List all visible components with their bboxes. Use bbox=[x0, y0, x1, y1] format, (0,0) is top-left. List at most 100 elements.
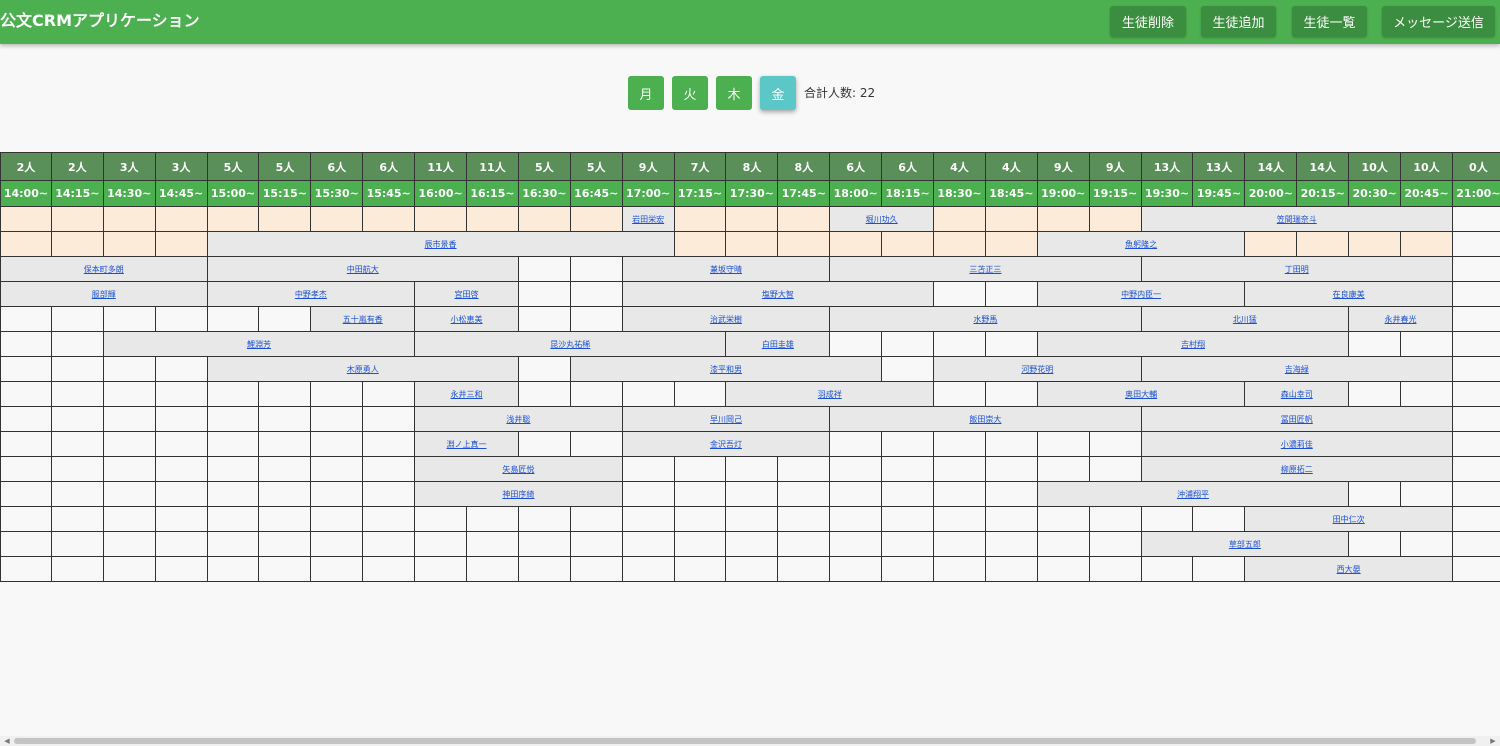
empty-slot[interactable] bbox=[155, 357, 208, 382]
empty-slot[interactable] bbox=[882, 432, 935, 457]
student-link[interactable]: 奥田大輔 bbox=[1125, 389, 1158, 399]
empty-slot[interactable] bbox=[674, 382, 727, 407]
empty-slot[interactable] bbox=[830, 432, 883, 457]
student-link[interactable]: 中野孝杰 bbox=[294, 289, 327, 299]
empty-slot[interactable] bbox=[1349, 482, 1402, 507]
empty-slot[interactable] bbox=[778, 457, 831, 482]
empty-slot[interactable] bbox=[103, 407, 156, 432]
empty-slot[interactable] bbox=[622, 532, 675, 557]
empty-slot[interactable] bbox=[363, 382, 416, 407]
empty-slot[interactable] bbox=[934, 232, 986, 257]
empty-slot[interactable] bbox=[830, 482, 883, 507]
empty-slot[interactable] bbox=[467, 207, 519, 232]
student-link[interactable]: 矢島匠悦 bbox=[502, 464, 535, 474]
empty-slot[interactable] bbox=[207, 407, 260, 432]
scroll-right-arrow-icon[interactable]: ▶ bbox=[1490, 737, 1496, 745]
empty-slot[interactable] bbox=[259, 457, 312, 482]
empty-slot[interactable] bbox=[363, 457, 416, 482]
empty-slot[interactable] bbox=[467, 557, 519, 582]
empty-slot[interactable] bbox=[1297, 232, 1350, 257]
empty-slot[interactable] bbox=[778, 532, 831, 557]
empty-slot[interactable] bbox=[155, 507, 208, 532]
empty-slot[interactable] bbox=[830, 557, 883, 582]
student-link[interactable]: 服部輝 bbox=[91, 289, 116, 299]
day-button-tue[interactable]: 火 bbox=[672, 76, 708, 110]
empty-slot[interactable] bbox=[1089, 457, 1142, 482]
empty-slot[interactable] bbox=[1089, 507, 1142, 532]
empty-slot[interactable] bbox=[51, 332, 104, 357]
empty-slot[interactable] bbox=[934, 282, 986, 307]
student-link[interactable]: 白田圭雄 bbox=[761, 339, 794, 349]
empty-slot[interactable] bbox=[674, 457, 727, 482]
empty-slot[interactable] bbox=[363, 432, 416, 457]
empty-slot[interactable] bbox=[985, 382, 1038, 407]
empty-slot[interactable] bbox=[155, 207, 208, 232]
empty-slot[interactable] bbox=[207, 207, 260, 232]
empty-slot[interactable] bbox=[1452, 232, 1500, 257]
empty-slot[interactable] bbox=[570, 557, 623, 582]
empty-slot[interactable] bbox=[1037, 557, 1090, 582]
empty-slot[interactable] bbox=[934, 207, 986, 232]
empty-slot[interactable] bbox=[103, 532, 156, 557]
student-link[interactable]: 中田航大 bbox=[346, 264, 379, 274]
empty-slot[interactable] bbox=[207, 532, 260, 557]
student-link[interactable]: 保本町多朗 bbox=[83, 264, 124, 274]
empty-slot[interactable] bbox=[1452, 457, 1500, 482]
empty-slot[interactable] bbox=[1452, 307, 1500, 332]
empty-slot[interactable] bbox=[259, 407, 312, 432]
empty-slot[interactable] bbox=[518, 307, 571, 332]
student-link[interactable]: 五十嵐有香 bbox=[342, 314, 383, 324]
empty-slot[interactable] bbox=[518, 282, 571, 307]
empty-slot[interactable] bbox=[1037, 457, 1090, 482]
empty-slot[interactable] bbox=[882, 532, 935, 557]
empty-slot[interactable] bbox=[674, 557, 727, 582]
empty-slot[interactable] bbox=[934, 382, 986, 407]
empty-slot[interactable] bbox=[985, 457, 1038, 482]
empty-slot[interactable] bbox=[934, 457, 986, 482]
empty-slot[interactable] bbox=[1141, 507, 1194, 532]
empty-slot[interactable] bbox=[985, 232, 1038, 257]
empty-slot[interactable] bbox=[311, 532, 364, 557]
empty-slot[interactable] bbox=[311, 482, 364, 507]
scrollbar-thumb[interactable] bbox=[14, 738, 1476, 744]
empty-slot[interactable] bbox=[934, 332, 986, 357]
day-button-fri[interactable]: 金 bbox=[760, 76, 796, 110]
empty-slot[interactable] bbox=[363, 507, 416, 532]
empty-slot[interactable] bbox=[0, 482, 52, 507]
empty-slot[interactable] bbox=[259, 207, 312, 232]
empty-slot[interactable] bbox=[726, 232, 779, 257]
empty-slot[interactable] bbox=[830, 507, 883, 532]
empty-slot[interactable] bbox=[363, 532, 416, 557]
student-link[interactable]: 昆沙丸祐稀 bbox=[550, 339, 591, 349]
empty-slot[interactable] bbox=[155, 482, 208, 507]
empty-slot[interactable] bbox=[622, 507, 675, 532]
add-student-button[interactable]: 生徒追加 bbox=[1201, 6, 1276, 37]
empty-slot[interactable] bbox=[207, 432, 260, 457]
empty-slot[interactable] bbox=[155, 432, 208, 457]
empty-slot[interactable] bbox=[103, 307, 156, 332]
student-link[interactable]: 小松恵美 bbox=[450, 314, 483, 324]
empty-slot[interactable] bbox=[259, 307, 312, 332]
student-link[interactable]: 河野花明 bbox=[1021, 364, 1054, 374]
empty-slot[interactable] bbox=[207, 557, 260, 582]
empty-slot[interactable] bbox=[103, 232, 156, 257]
empty-slot[interactable] bbox=[1452, 257, 1500, 282]
empty-slot[interactable] bbox=[311, 507, 364, 532]
student-link[interactable]: 木原勇人 bbox=[346, 364, 379, 374]
empty-slot[interactable] bbox=[1452, 207, 1500, 232]
scroll-left-arrow-icon[interactable]: ◀ bbox=[4, 737, 10, 745]
empty-slot[interactable] bbox=[51, 557, 104, 582]
student-link[interactable]: 永井春光 bbox=[1384, 314, 1417, 324]
empty-slot[interactable] bbox=[103, 557, 156, 582]
empty-slot[interactable] bbox=[0, 507, 52, 532]
empty-slot[interactable] bbox=[1452, 357, 1500, 382]
empty-slot[interactable] bbox=[0, 232, 52, 257]
empty-slot[interactable] bbox=[882, 507, 935, 532]
empty-slot[interactable] bbox=[415, 532, 468, 557]
empty-slot[interactable] bbox=[985, 532, 1038, 557]
empty-slot[interactable] bbox=[51, 407, 104, 432]
student-link[interactable]: 岩田栄宏 bbox=[632, 214, 665, 224]
empty-slot[interactable] bbox=[1452, 507, 1500, 532]
empty-slot[interactable] bbox=[882, 357, 935, 382]
empty-slot[interactable] bbox=[103, 382, 156, 407]
